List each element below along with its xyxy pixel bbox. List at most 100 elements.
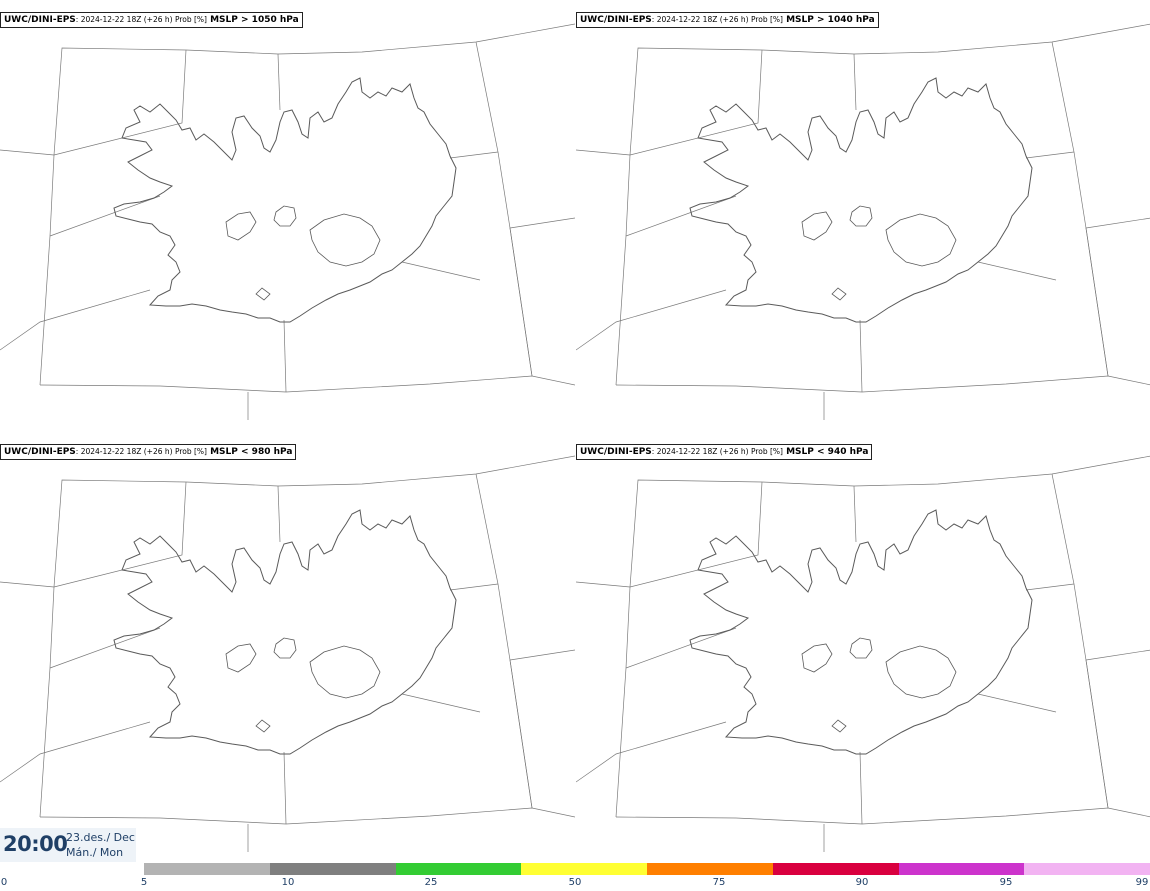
colorbar-segment (395, 863, 522, 875)
colorbar-tick: 25 (424, 877, 438, 888)
lake-outline (255, 287, 271, 301)
colorbar-segment (898, 863, 1025, 875)
lake-outline (225, 643, 257, 673)
coastline (113, 77, 457, 323)
border-line (39, 154, 55, 386)
probability-band-2 (0, 432, 556, 660)
border-line (0, 289, 151, 351)
lake-outline (849, 205, 873, 227)
probability-band-4 (0, 432, 552, 620)
border-line (1085, 227, 1109, 377)
border-line (401, 693, 481, 713)
map-panel-1: UWC/DINI-EPS: 2024-12-22 18Z (+26 h) Pro… (0, 0, 575, 420)
border-line (1051, 473, 1109, 809)
colorbar-segment (772, 863, 899, 875)
border-line (615, 154, 631, 386)
map-panel-3: UWC/DINI-EPS: 2024-12-22 18Z (+26 h) Pro… (0, 432, 575, 852)
colorbar-segment (1024, 863, 1150, 875)
probability-field (0, 432, 560, 682)
lake-outline (801, 211, 833, 241)
panel-title: UWC/DINI-EPS: 2024-12-22 18Z (+26 h) Pro… (576, 444, 873, 460)
valid-time-box: 20:00 23.des./ Dec Mán./ Mon (0, 828, 136, 862)
border-line (0, 49, 187, 156)
colorbar-tick: 10 (281, 877, 295, 888)
border-line (475, 473, 533, 809)
valid-weekday: Mán./ Mon (66, 846, 124, 859)
coastline (689, 77, 1033, 323)
map-svg (576, 23, 1150, 420)
map-svg (0, 23, 575, 420)
border-line (39, 807, 575, 825)
panel-title: UWC/DINI-EPS: 2024-12-22 18Z (+26 h) Pro… (0, 444, 297, 460)
border-line (977, 261, 1057, 281)
probability-band-1 (0, 432, 560, 682)
border-line (1051, 41, 1109, 377)
colorbar-tick: 99 (1135, 877, 1149, 888)
border-line (615, 375, 1150, 393)
border-line (859, 319, 863, 393)
probability-colorbar (144, 863, 1150, 875)
border-line (977, 693, 1057, 713)
border-line (1025, 151, 1075, 159)
lake-outline (309, 645, 381, 699)
lake-outline (273, 205, 297, 227)
border-line (39, 586, 55, 818)
border-line (509, 227, 533, 377)
border-line (615, 807, 1150, 825)
border-line (576, 289, 727, 351)
border-line (0, 481, 187, 588)
border-line (277, 53, 281, 111)
colorbar-tick: 5 (140, 877, 148, 888)
border-line (401, 261, 481, 281)
border-line (475, 41, 533, 377)
coastline (113, 509, 457, 755)
border-line (277, 485, 281, 543)
border-line (576, 481, 763, 588)
border-line (859, 751, 863, 825)
lake-outline (831, 719, 847, 733)
border-line (509, 649, 575, 661)
border-line (1025, 583, 1075, 591)
border-line (853, 485, 857, 543)
border-line (283, 319, 287, 393)
border-line (283, 751, 287, 825)
border-line (576, 49, 763, 156)
lake-outline (831, 287, 847, 301)
border-line (39, 375, 575, 393)
colorbar-tick: 90 (855, 877, 869, 888)
valid-date: 23.des./ Dec (66, 831, 135, 844)
border-line (1085, 659, 1109, 809)
valid-time: 20:00 (3, 832, 68, 856)
map-panel-4: UWC/DINI-EPS: 2024-12-22 18Z (+26 h) Pro… (576, 432, 1150, 852)
border-line (449, 583, 499, 591)
lake-outline (255, 719, 271, 733)
colorbar-tick: 0 (0, 877, 8, 888)
border-line (1085, 649, 1150, 661)
colorbar-segment (521, 863, 648, 875)
lake-outline (801, 643, 833, 673)
lake-outline (885, 645, 957, 699)
colorbar-tick: 75 (712, 877, 726, 888)
border-line (625, 627, 737, 669)
colorbar-segment (647, 863, 774, 875)
lake-outline (885, 213, 957, 267)
probability-band-3 (0, 432, 554, 644)
border-line (1085, 217, 1150, 229)
lake-outline (273, 637, 297, 659)
map-svg (576, 455, 1150, 852)
map-svg (0, 432, 575, 852)
lake-outline (309, 213, 381, 267)
colorbar-segment (144, 863, 271, 875)
border-line (509, 217, 575, 229)
colorbar-tick: 95 (999, 877, 1013, 888)
border-line (509, 659, 533, 809)
lake-outline (849, 637, 873, 659)
border-line (49, 195, 161, 237)
border-line (615, 586, 631, 818)
panel-title: UWC/DINI-EPS: 2024-12-22 18Z (+26 h) Pro… (576, 12, 879, 28)
coastline (689, 509, 1033, 755)
border-line (49, 627, 161, 669)
panel-title: UWC/DINI-EPS: 2024-12-22 18Z (+26 h) Pro… (0, 12, 303, 28)
border-line (0, 721, 151, 783)
lake-outline (225, 211, 257, 241)
